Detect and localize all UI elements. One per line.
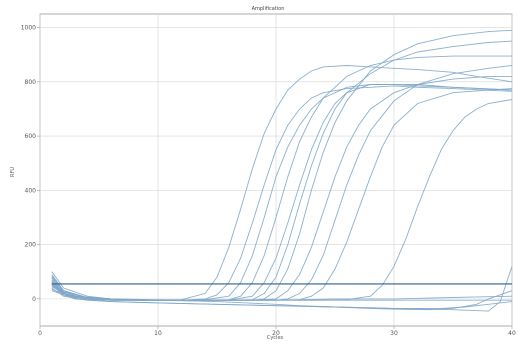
x-tick-label-40: 40 [508,330,516,337]
y-tick-label-0: 0 [32,296,36,303]
x-tick-label-30: 30 [390,330,398,337]
y-axis-title: RFU [10,167,16,177]
y-tick-label-200: 200 [25,242,37,249]
y-tick-label-800: 800 [25,79,37,86]
y-tick-label-600: 600 [25,133,37,140]
chart-title: Amplification [252,6,285,12]
x-tick-label-0: 0 [38,330,42,337]
x-tick-label-10: 10 [154,330,162,337]
y-tick-label-400: 400 [25,187,37,194]
x-tick-label-20: 20 [272,330,280,337]
y-tick-label-1000: 1000 [21,25,36,32]
series-line-16 [51,284,512,301]
x-axis-title: Cycles [267,335,284,341]
